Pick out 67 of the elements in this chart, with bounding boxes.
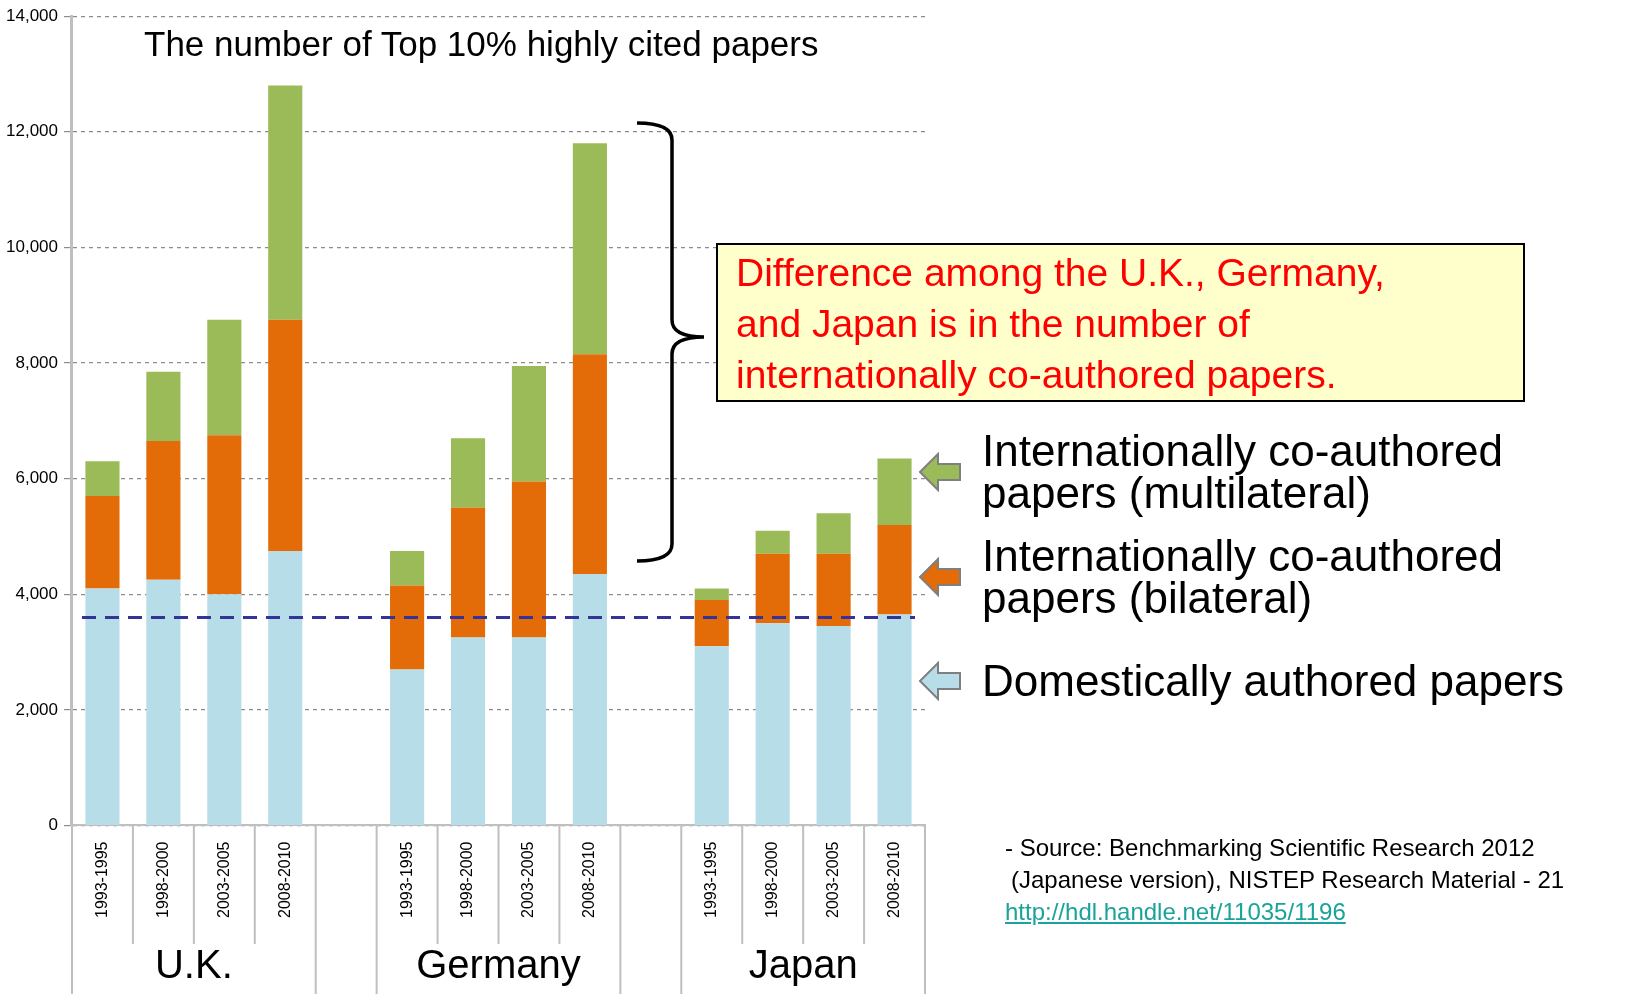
bar <box>694 600 729 647</box>
bar <box>816 513 851 554</box>
annotation: Difference among the U.K., Germany, and Japan is in the number of internationally co-authored papers. <box>735 250 1386 398</box>
bar <box>816 626 851 825</box>
x-tick-label: 1998-2000 <box>763 841 781 918</box>
bar <box>877 614 912 825</box>
bar <box>268 319 303 551</box>
bar <box>572 354 607 575</box>
text: U.K. <box>154 942 233 986</box>
bar <box>268 85 303 320</box>
x-tick-label: 1993-1995 <box>92 841 110 918</box>
bar <box>877 458 912 525</box>
bar <box>268 550 303 825</box>
bar <box>146 441 181 580</box>
bar <box>207 319 242 436</box>
bar <box>511 365 547 482</box>
bar <box>877 524 912 615</box>
bar <box>572 143 607 355</box>
x-tick-label: 2003-2005 <box>214 841 232 918</box>
bar <box>450 438 486 508</box>
bar <box>450 637 486 825</box>
x-tick-label: 2003-2005 <box>824 841 842 918</box>
y-tick-label: 10,000 <box>6 237 58 257</box>
text: (Japanese version), NISTEP Research Material - 21 <box>1010 865 1565 895</box>
bar <box>207 435 242 595</box>
x-tick-label: 1993-1995 <box>397 841 415 918</box>
y-tick-label: 6,000 <box>15 468 58 488</box>
y-tick-label: 14,000 <box>6 5 58 25</box>
y-tick-label: 8,000 <box>15 352 58 372</box>
bar <box>85 461 120 496</box>
text: http://hdl.handle.net/11035/1196 <box>1005 898 1346 925</box>
x-tick-label: 2008-2010 <box>884 841 902 918</box>
bar <box>85 495 120 589</box>
y-tick-label: 0 <box>48 815 58 835</box>
text: Germany <box>416 942 581 986</box>
bar <box>755 553 790 624</box>
x-tick-label: 1998-2000 <box>153 841 171 918</box>
x-tick-label: 2008-2010 <box>580 841 598 918</box>
bar <box>390 669 425 825</box>
x-tick-label: 1998-2000 <box>458 841 476 918</box>
legend-label: Internationally co-authored papers (bilateral) <box>982 531 1504 622</box>
bar <box>511 637 547 825</box>
bar <box>207 594 242 825</box>
text: Japan <box>748 942 858 986</box>
bar <box>450 507 486 638</box>
bar <box>146 579 181 825</box>
text: - Source: Benchmarking Scientific Research 2012 <box>1005 833 1536 863</box>
x-tick-label: 1993-1995 <box>702 841 720 918</box>
y-tick-label: 12,000 <box>6 121 58 141</box>
x-tick-label: 2003-2005 <box>519 841 537 918</box>
bar <box>694 646 729 825</box>
bar <box>85 588 120 825</box>
bar <box>146 371 181 442</box>
bar <box>755 530 790 554</box>
y-tick-label: 4,000 <box>15 583 58 603</box>
chart-title: The number of Top 10% highly cited papers <box>144 24 819 64</box>
bar <box>511 481 547 638</box>
bar <box>755 623 790 825</box>
bar <box>390 550 425 586</box>
x-tick-label: 2008-2010 <box>275 841 293 918</box>
bar <box>572 574 607 825</box>
legend-label: Domestically authored papers <box>982 656 1566 705</box>
bar <box>390 585 425 670</box>
bar <box>694 588 729 601</box>
y-tick-label: 2,000 <box>15 699 58 719</box>
legend-label: Internationally co-authored papers (multilateral) <box>982 426 1504 517</box>
bar <box>816 553 851 627</box>
